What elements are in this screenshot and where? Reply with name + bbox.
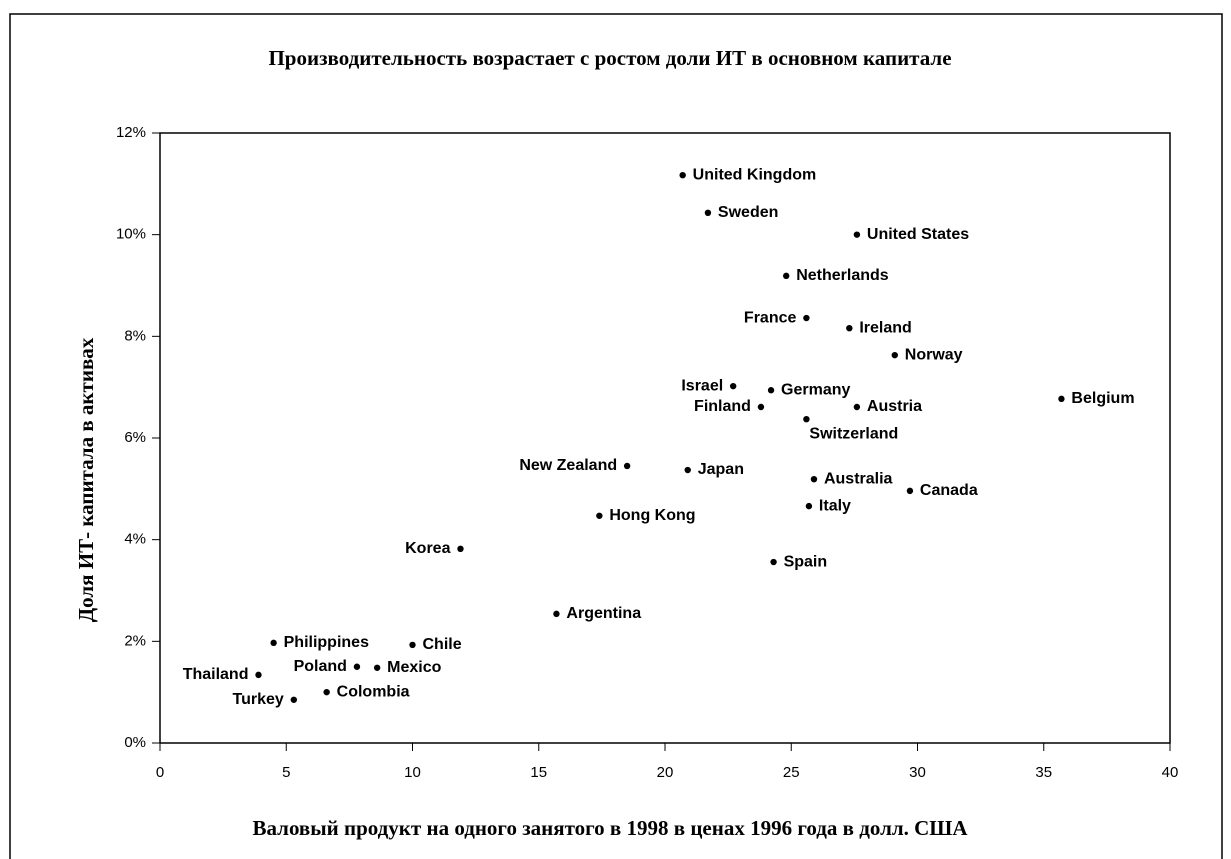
point-label: Korea — [405, 540, 450, 557]
point — [255, 671, 262, 679]
point — [803, 415, 810, 423]
point-label: France — [744, 309, 797, 326]
point-label: Finland — [694, 398, 751, 415]
point — [270, 639, 277, 647]
frame — [9, 13, 1223, 859]
point — [290, 696, 298, 703]
point-label: Australia — [824, 470, 893, 487]
point — [906, 487, 914, 495]
point-label: Chile — [423, 636, 462, 653]
x-axis-label: Валовый продукт на одного занятого в 199… — [252, 816, 968, 840]
plot-area — [159, 132, 1171, 744]
point-label: Belgium — [1071, 390, 1134, 407]
point — [891, 351, 898, 359]
point-label: Poland — [294, 658, 347, 675]
point — [457, 545, 464, 553]
chart-title: Производительность возрастает с ростом д… — [268, 46, 951, 70]
point — [803, 314, 810, 322]
point — [729, 382, 737, 390]
y-tick-label: 12% — [116, 124, 146, 141]
x-tick-label: 0 — [156, 764, 164, 781]
point — [770, 558, 777, 566]
x-tick-label: 35 — [1035, 764, 1052, 781]
point — [679, 171, 686, 179]
point-label: Switzerland — [809, 425, 898, 442]
point — [409, 641, 416, 649]
point-label: Philippines — [284, 634, 369, 651]
point-label: Hong Kong — [609, 507, 695, 524]
x-tick-label: 30 — [909, 764, 926, 781]
point-label: Italy — [819, 497, 851, 514]
point — [853, 403, 861, 411]
point-label: Austria — [867, 398, 922, 415]
point — [810, 475, 818, 483]
point — [1058, 395, 1065, 403]
point-label: Turkey — [233, 691, 284, 708]
point-label: Spain — [784, 553, 828, 570]
point-label: Japan — [698, 461, 744, 478]
x-tick-label: 40 — [1162, 764, 1179, 781]
point — [757, 403, 765, 411]
y-tick-label: 10% — [116, 226, 146, 243]
x-tick-label: 25 — [783, 764, 800, 781]
point — [684, 466, 691, 474]
point-label: Colombia — [337, 683, 410, 700]
y-tick-label: 0% — [124, 734, 146, 751]
point-label: Thailand — [183, 666, 249, 683]
point — [783, 272, 790, 280]
point — [323, 688, 330, 696]
x-tick-label: 20 — [657, 764, 674, 781]
point-label: Germany — [781, 381, 850, 398]
x-tick-label: 15 — [530, 764, 547, 781]
point — [553, 610, 560, 618]
point-label: Canada — [920, 482, 978, 499]
point-label: United States — [867, 226, 969, 243]
point — [353, 663, 361, 670]
point-label: New Zealand — [519, 457, 617, 474]
point-label: Israel — [681, 377, 723, 394]
x-tick-label: 5 — [282, 764, 290, 781]
y-tick-label: 4% — [124, 531, 146, 548]
point — [596, 512, 603, 519]
point — [623, 462, 631, 470]
y-tick-label: 6% — [124, 429, 146, 446]
point — [767, 387, 775, 394]
point — [853, 231, 861, 238]
point-label: United Kingdom — [693, 166, 817, 183]
point-label: Ireland — [859, 319, 911, 336]
point — [704, 209, 712, 217]
point-label: Mexico — [387, 659, 441, 676]
y-tick-label: 2% — [124, 632, 146, 649]
point — [805, 502, 813, 510]
point — [373, 664, 381, 671]
x-tick-label: 10 — [404, 764, 421, 781]
point — [846, 325, 853, 332]
point-label: Sweden — [718, 204, 778, 221]
point-label: Netherlands — [796, 267, 889, 284]
y-tick-label: 8% — [124, 327, 146, 344]
point-label: Argentina — [566, 605, 641, 622]
y-axis-label: Доля ИТ- капитала в активах — [74, 337, 98, 622]
point-label: Norway — [905, 346, 963, 363]
